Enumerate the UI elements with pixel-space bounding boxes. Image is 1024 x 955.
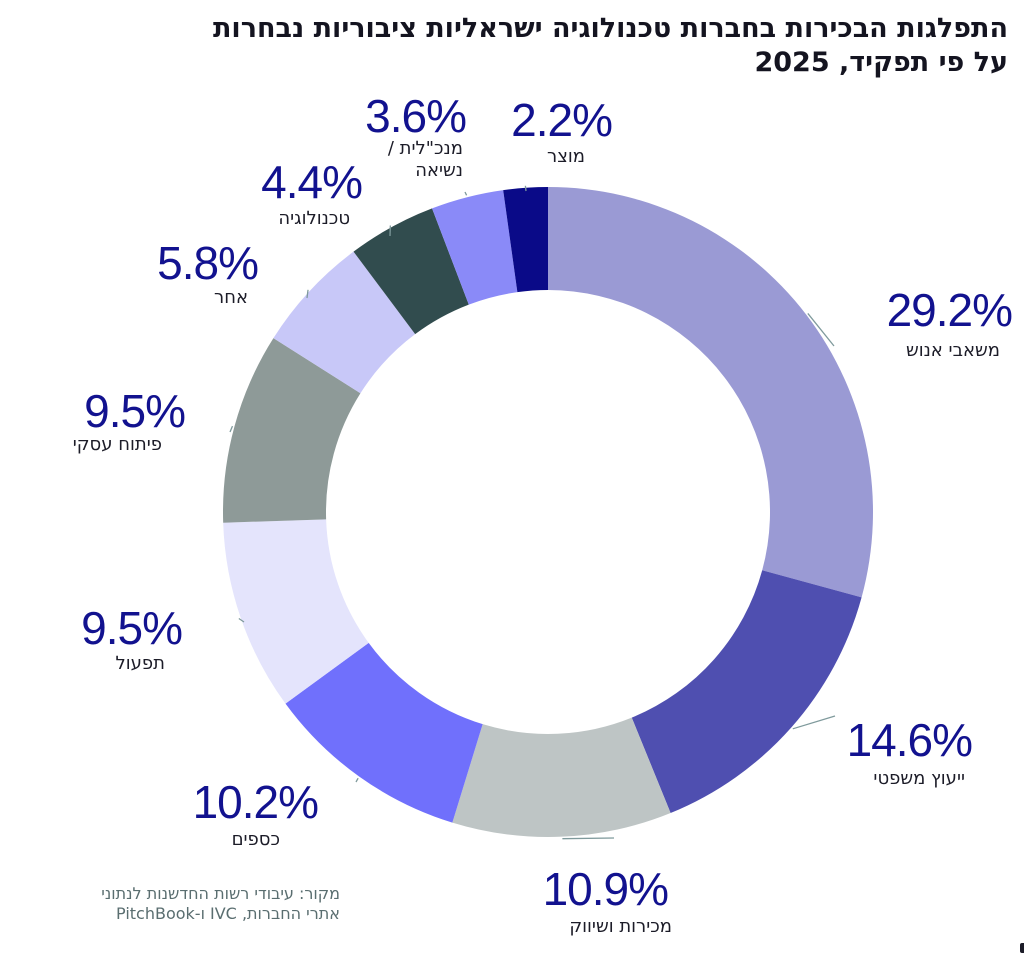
donut-slice-10	[503, 187, 548, 293]
donut-slice-6	[223, 338, 361, 523]
value-label-4: 10.2%	[193, 776, 319, 828]
donut-slice-8	[353, 208, 469, 335]
donut-slice-2	[631, 570, 862, 813]
leader-line-6	[229, 425, 234, 433]
chart-title: התפלגות הבכירות בחברות טכנולוגיה ישראליו…	[8, 12, 1008, 80]
chart-title-line-2: על פי תפקיד, 2025	[754, 47, 1008, 78]
value-label-1: 29.2%	[887, 284, 1013, 336]
value-label-8: 4.4%	[261, 156, 362, 208]
value-label-5: 9.5%	[81, 602, 182, 654]
value-label-7: 5.8%	[157, 237, 258, 289]
leader-line-10	[524, 185, 527, 192]
donut-slice-4	[285, 642, 483, 823]
value-label-3: 10.9%	[543, 863, 669, 915]
category-label-6: פיתוח עסקי	[73, 434, 162, 455]
leader-line-2	[792, 715, 836, 730]
corner-mark	[1020, 943, 1024, 953]
value-label-10: 2.2%	[511, 94, 612, 146]
category-label-2: ייעוץ משפטי	[873, 768, 965, 789]
category-label-1: משאבי אנוש	[906, 340, 1000, 361]
category-label-5: תפעול	[116, 653, 165, 674]
category-label-7: אחר	[214, 287, 248, 308]
source-line-1: מקור: עיבודי רשות החדשנות לנתוני	[101, 884, 340, 903]
leader-line-1	[807, 313, 835, 347]
value-label-9: 3.6%	[365, 90, 466, 142]
category-label-3: מכירות ושיווק	[569, 916, 672, 937]
chart-title-line-1: התפלגות הבכירות בחברות טכנולוגיה ישראליו…	[212, 13, 1008, 44]
donut-slice-7	[273, 251, 416, 394]
donut-slice-1	[548, 187, 873, 598]
category-label-8: טכנולוגיה	[278, 208, 350, 229]
leader-line-7	[306, 289, 309, 299]
donut-slice-3	[452, 717, 671, 837]
leader-line-4	[355, 777, 359, 783]
category-label-9-line-2: נשיאה	[415, 160, 463, 181]
value-label-2: 14.6%	[847, 714, 973, 766]
donut-slice-9	[432, 190, 518, 305]
category-label-10: מוצר	[547, 146, 585, 167]
value-label-6: 9.5%	[84, 385, 185, 437]
leader-line-5	[238, 617, 245, 623]
leader-line-3	[562, 837, 615, 840]
donut-slice-5	[223, 519, 369, 704]
source-note: מקור: עיבודי רשות החדשנות לנתוני אתרי הח…	[40, 884, 340, 924]
category-label-4: כספים	[232, 829, 280, 850]
category-label-9-line-1: מנכ"לית /	[388, 138, 463, 159]
source-line-2: אתרי החברות, IVC ו-PitchBook	[116, 904, 340, 923]
leader-line-9	[464, 191, 468, 196]
